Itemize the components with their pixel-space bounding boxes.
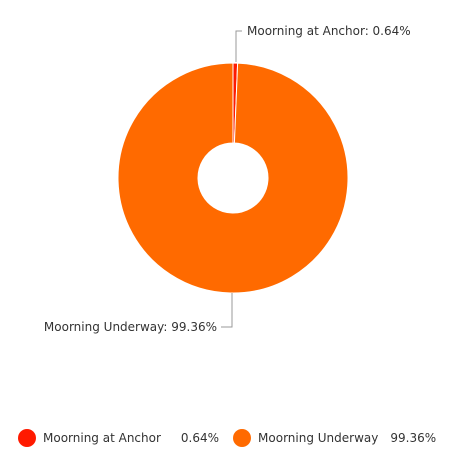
legend-marker-underway [233, 429, 252, 447]
legend-value-underway: 99.36% [390, 431, 437, 445]
callouts: Moorning at Anchor: 0.64% Moorning Under… [44, 24, 411, 334]
slice-underway[interactable] [117, 62, 349, 294]
callout-label-anchor: Moorning at Anchor: 0.64% [247, 24, 411, 38]
legend-value-anchor: 0.64% [180, 431, 220, 445]
legend-item-anchor[interactable]: Moorning at Anchor 0.64% [18, 429, 219, 447]
callout-label-underway: Moorning Underway: 99.36% [44, 320, 217, 334]
donut-slices [117, 62, 349, 294]
legend-item-underway[interactable]: Moorning Underway 99.36% [233, 429, 436, 447]
callout-line-anchor [235, 30, 242, 62]
callout-line-underway [221, 293, 233, 328]
legend-label-underway: Moorning Underway [258, 431, 379, 445]
legend-marker-anchor [18, 429, 36, 447]
legend-label-anchor: Moorning at Anchor [43, 431, 161, 445]
legend: Moorning at Anchor 0.64% Moorning Underw… [18, 427, 450, 449]
